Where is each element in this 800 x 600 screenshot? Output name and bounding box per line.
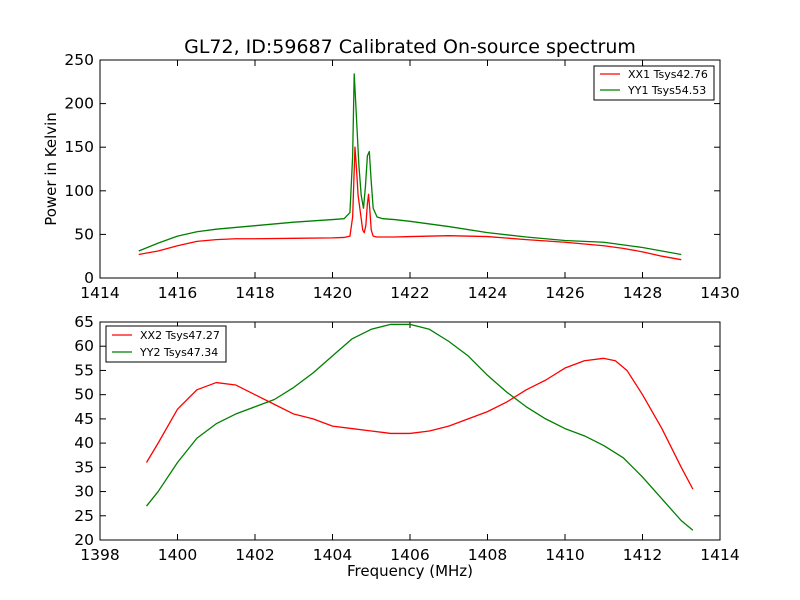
top-y-tick-label: 0 (84, 269, 94, 287)
top-y-tick-label: 200 (64, 95, 94, 113)
chart-title: GL72, ID:59687 Calibrated On-source spec… (184, 36, 636, 58)
top-x-tick-label: 1418 (235, 284, 274, 302)
top-x-tick-label: 1428 (623, 284, 662, 302)
top-x-tick-label: 1426 (545, 284, 584, 302)
bottom-y-tick-label: 55 (74, 361, 94, 379)
top-legend-label-xx1: XX1 Tsys42.76 (628, 68, 708, 81)
bottom-y-tick-label: 45 (74, 410, 94, 428)
top-x-tick-label: 1416 (158, 284, 197, 302)
bottom-y-tick-label: 25 (74, 507, 94, 525)
top-plot-frame (99, 59, 721, 279)
top-x-tick-label: 1424 (468, 284, 507, 302)
top-y-tick-label: 50 (74, 225, 94, 243)
bottom-series-line-1 (145, 323, 694, 531)
top-x-tick-label: 1414 (80, 284, 119, 302)
bottom-x-axis-label: Frequency (MHz) (347, 562, 473, 580)
bottom-x-tick-label: 1404 (313, 546, 352, 564)
bottom-legend: XX2 Tsys47.27 YY2 Tsys47.34 (105, 325, 227, 363)
top-x-tick-label: 1422 (390, 284, 429, 302)
bottom-x-tick-label: 1408 (468, 546, 507, 564)
bottom-legend-label-yy2: YY2 Tsys47.34 (139, 346, 218, 359)
top-y-tick-label: 250 (64, 51, 94, 69)
top-y-tick-label: 150 (64, 138, 94, 156)
top-x-tick-label: 1420 (313, 284, 352, 302)
bottom-x-tick-label: 1406 (390, 546, 429, 564)
bottom-plot-frame (99, 321, 721, 541)
top-plot-group: 1414 1416 1418 1420 1422 1424 1426 1428 1430 0 50 1… (64, 51, 739, 302)
bottom-y-tick-label: 50 (74, 386, 94, 404)
top-y-tick-label: 100 (64, 182, 94, 200)
top-legend: XX1 Tsys42.76 YY1 Tsys54.53 (593, 65, 715, 101)
bottom-x-tick-label: 1414 (700, 546, 739, 564)
top-legend-box (593, 65, 715, 101)
bottom-legend-label-xx2: XX2 Tsys47.27 (140, 329, 220, 342)
bottom-y-tick-label: 20 (74, 531, 94, 549)
bottom-x-tick-label: 1410 (545, 546, 584, 564)
bottom-y-tick-label: 30 (74, 483, 94, 501)
bottom-y-tick-label: 60 (74, 337, 94, 355)
bottom-x-tick-label: 1412 (623, 546, 662, 564)
top-series-line-0 (138, 146, 682, 261)
bottom-x-tick-label: 1398 (80, 546, 119, 564)
bottom-x-tick-label: 1402 (235, 546, 274, 564)
top-x-tick-label: 1430 (700, 284, 739, 302)
bottom-y-tick-label: 65 (74, 313, 94, 331)
top-y-axis-label: Power in Kelvin (42, 112, 60, 226)
top-series-line-1 (138, 73, 682, 256)
bottom-y-tick-label: 40 (74, 434, 94, 452)
bottom-y-tick-label: 35 (74, 458, 94, 476)
bottom-series-line-0 (145, 357, 694, 490)
bottom-x-tick-label: 1400 (158, 546, 197, 564)
bottom-legend-box (105, 325, 227, 363)
bottom-plot-group: 1398 1400 1402 1404 1406 1408 1410 1412 1414 20 25… (74, 313, 739, 564)
top-legend-label-yy1: YY1 Tsys54.53 (627, 84, 706, 97)
